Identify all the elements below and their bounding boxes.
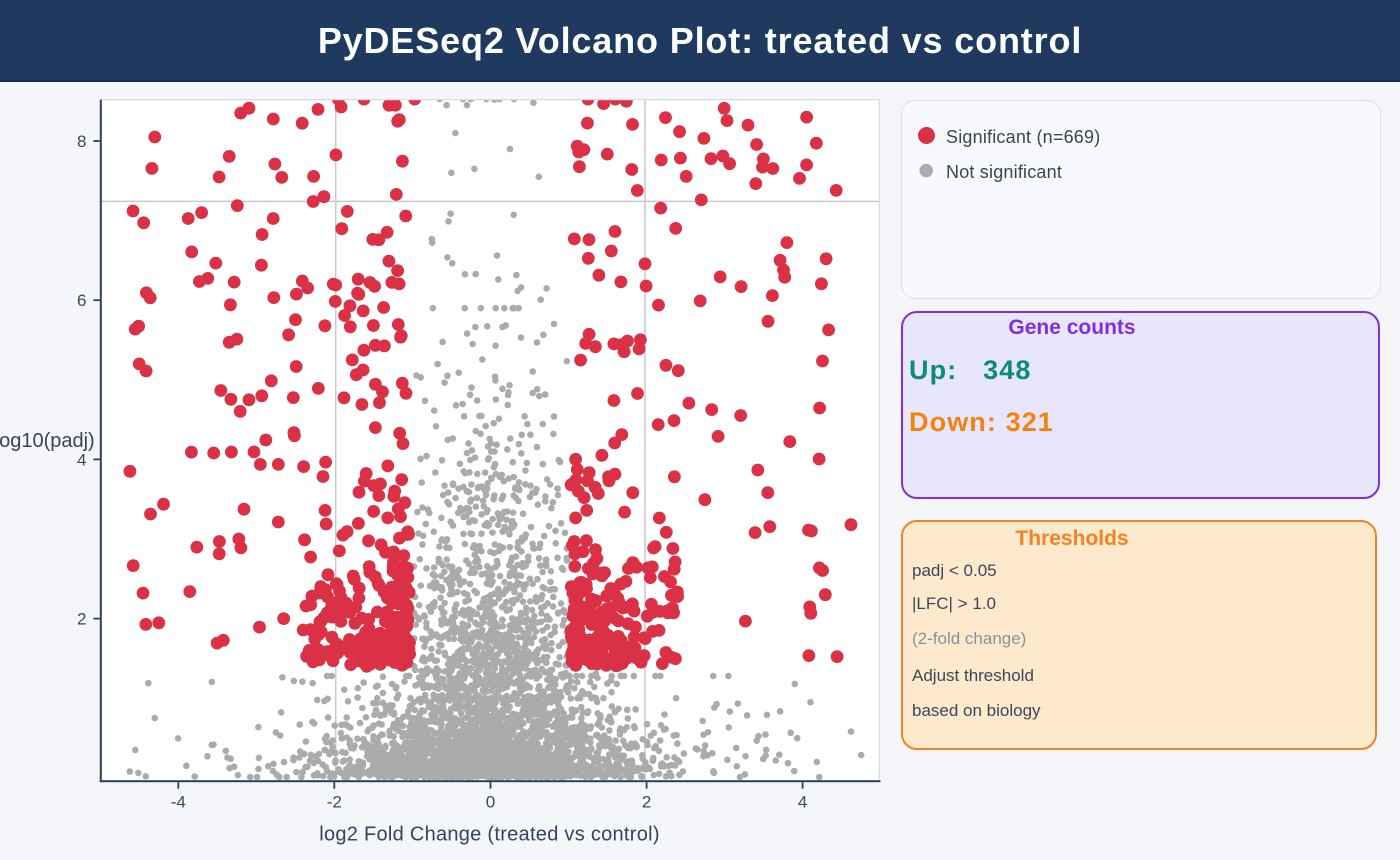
svg-text:4: 4 (77, 450, 86, 469)
svg-text:0: 0 (486, 793, 495, 812)
svg-text:8: 8 (77, 132, 86, 151)
svg-text:6: 6 (77, 291, 86, 310)
svg-text:-log10(padj): -log10(padj) (0, 430, 95, 452)
svg-text:2: 2 (642, 793, 651, 812)
svg-text:-2: -2 (327, 793, 342, 812)
svg-text:log2 Fold Change (treated vs c: log2 Fold Change (treated vs control) (319, 824, 660, 846)
svg-text:2: 2 (77, 610, 86, 629)
svg-text:-4: -4 (171, 793, 186, 812)
svg-text:4: 4 (798, 793, 807, 812)
